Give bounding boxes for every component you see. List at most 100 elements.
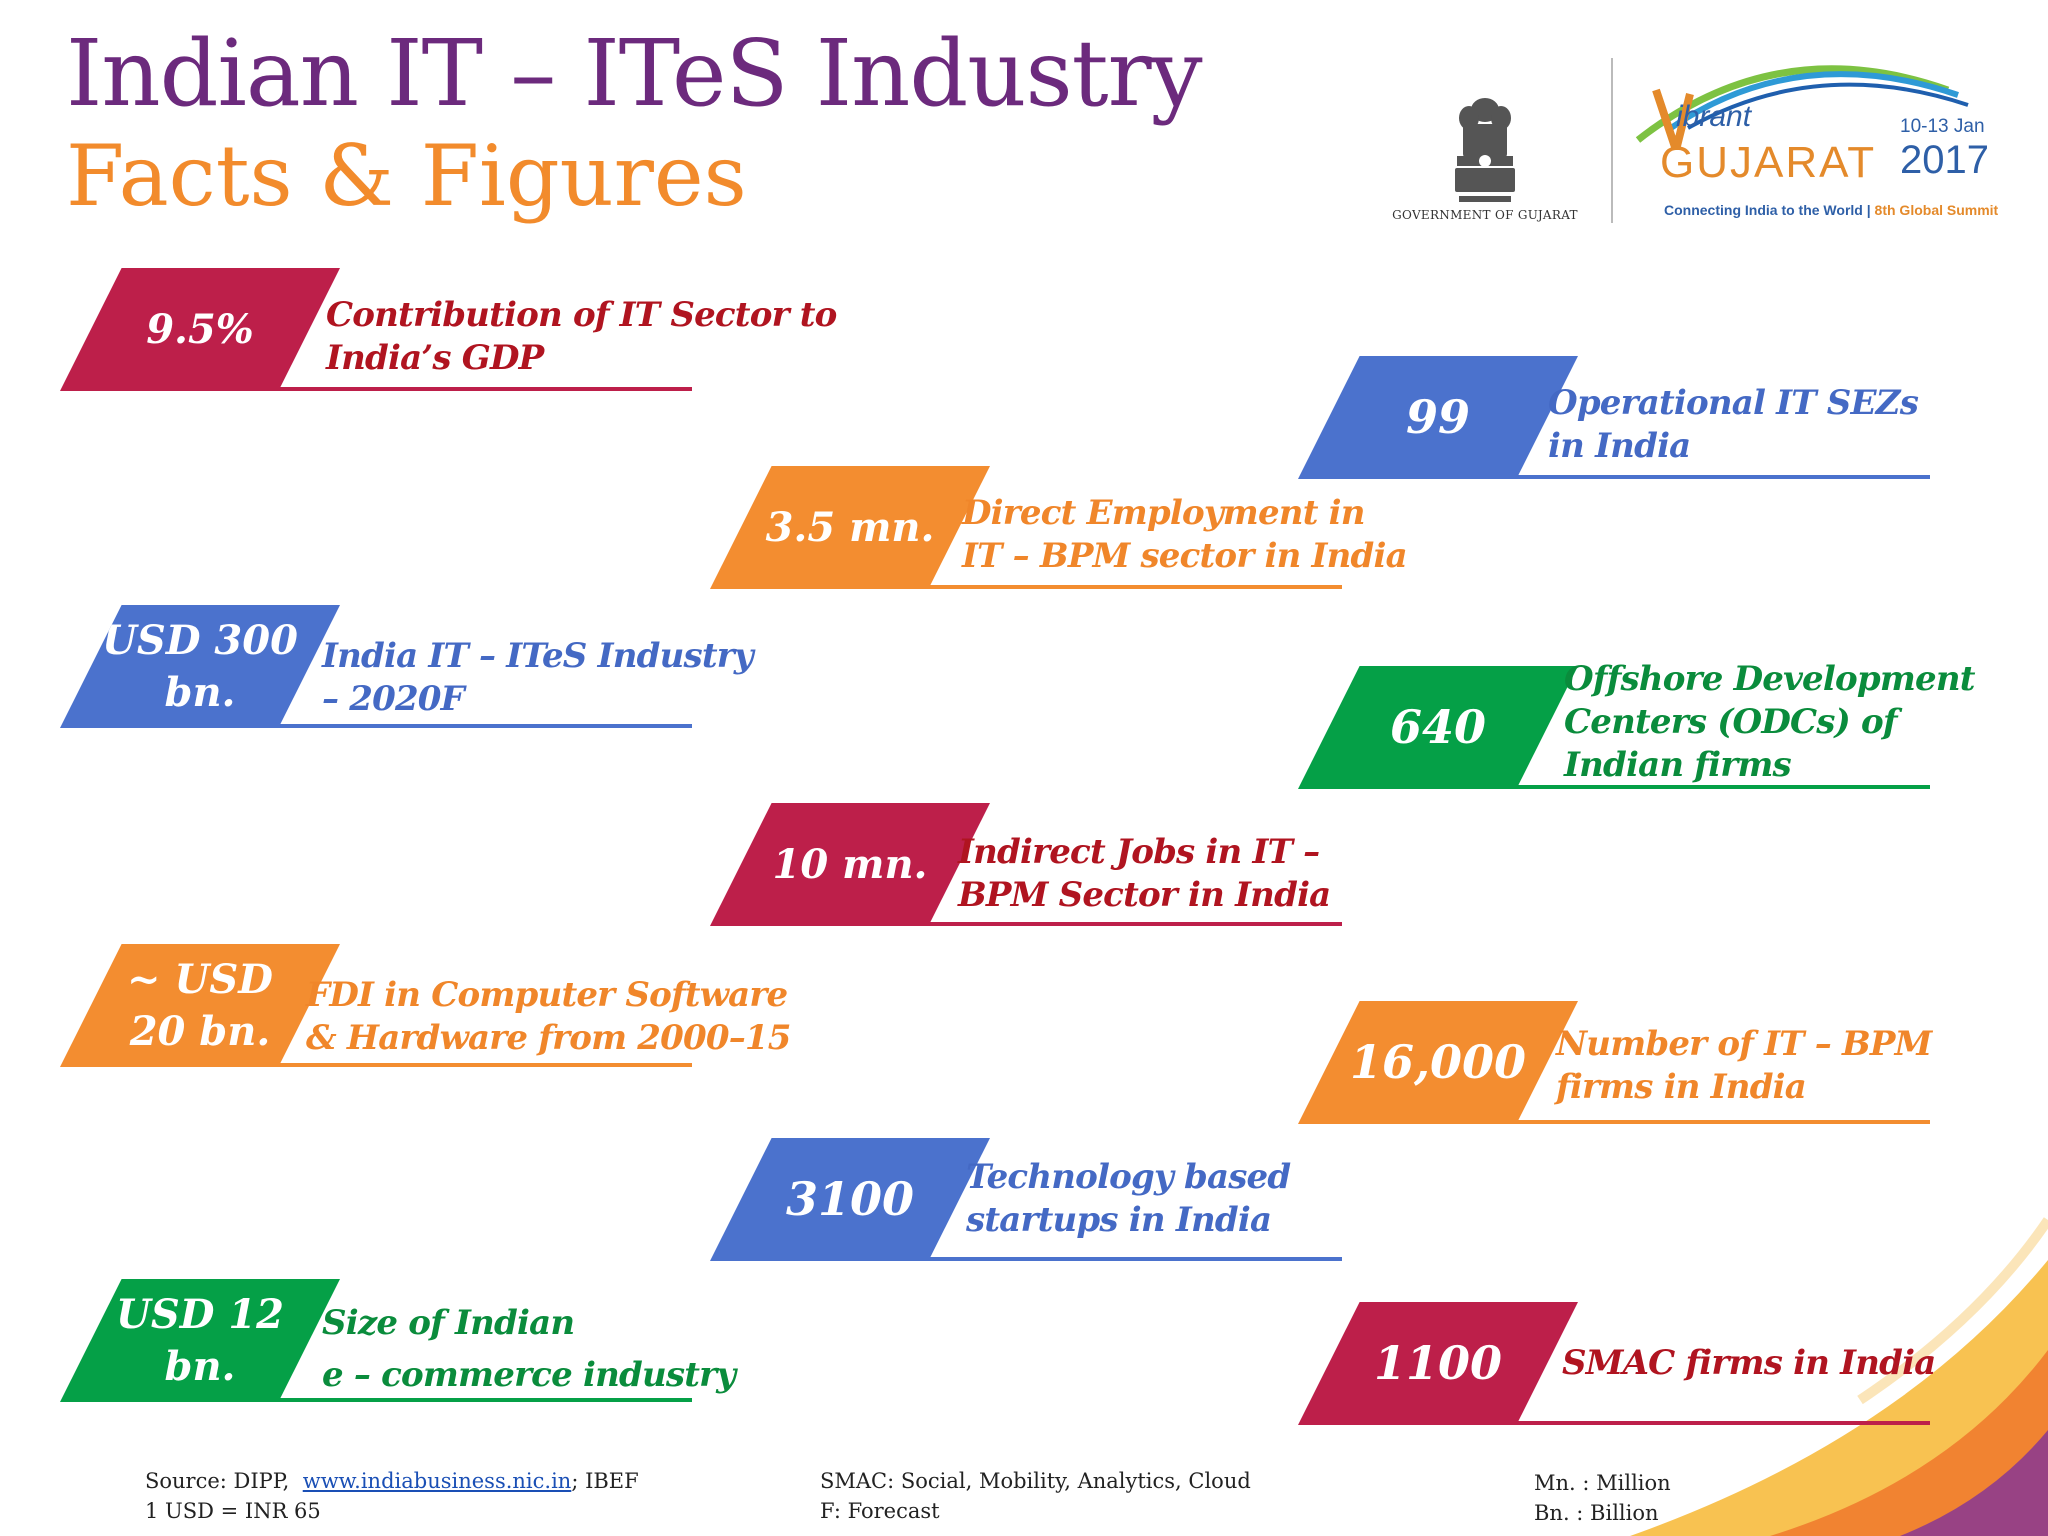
stat-underline bbox=[1516, 1120, 1930, 1124]
stat-label-line: Indian firms bbox=[1564, 745, 1792, 785]
stat-label: SMAC firms in India bbox=[1562, 1342, 1936, 1385]
stat-value: ~ USD 20 bn. bbox=[127, 955, 273, 1055]
stat-it-sezs: 99 Operational IT SEZs in India bbox=[1298, 356, 1938, 481]
stat-underline bbox=[278, 1398, 692, 1402]
stat-label-line: Contribution of IT Sector to bbox=[326, 295, 837, 335]
vibrant-wordmark: ibrant bbox=[1676, 100, 1752, 133]
stat-tech-startups: 3100 Technology based startups in India bbox=[710, 1138, 1350, 1263]
stat-label: FDI in Computer Software & Hardware from… bbox=[306, 974, 791, 1060]
stat-label-line: India IT – ITeS Industry bbox=[322, 636, 754, 676]
page-title: Indian IT – ITeS Industry bbox=[66, 20, 1203, 127]
ashoka-emblem-icon bbox=[1455, 98, 1515, 202]
source-suffix: ; IBEF bbox=[571, 1469, 639, 1493]
stat-label-line: SMAC firms in India bbox=[1562, 1343, 1936, 1383]
tagline-separator: | bbox=[1866, 202, 1875, 218]
stat-value-box: 99 bbox=[1298, 356, 1578, 479]
stat-label-line: Number of IT – BPM bbox=[1556, 1024, 1932, 1064]
stat-value-box: USD 12 bn. bbox=[60, 1279, 340, 1402]
stat-fdi: ~ USD 20 bn. FDI in Computer Software & … bbox=[60, 944, 791, 1069]
stat-label-line: & Hardware from 2000–15 bbox=[306, 1018, 791, 1058]
million-definition: Mn. : Million bbox=[1534, 1471, 1671, 1495]
stat-value-box: 3100 bbox=[710, 1138, 990, 1261]
summit-dates: 10-13 Jan bbox=[1900, 116, 1985, 137]
stat-value: USD 300 bn. bbox=[102, 616, 298, 716]
stat-value: USD 12 bn. bbox=[115, 1290, 285, 1390]
summit-year: 2017 bbox=[1900, 138, 1989, 182]
stat-label-line: Indirect Jobs in IT – bbox=[958, 832, 1320, 872]
footer-abbreviations: SMAC: Social, Mobility, Analytics, Cloud… bbox=[820, 1466, 1251, 1526]
stat-underline bbox=[928, 922, 1342, 926]
stat-underline bbox=[928, 585, 1342, 589]
stat-value-box: 3.5 mn. bbox=[710, 466, 990, 589]
source-prefix: Source: DIPP, bbox=[145, 1469, 290, 1493]
stat-value-box: USD 300 bn. bbox=[60, 605, 340, 728]
summit-tagline: Connecting India to the World | 8th Glob… bbox=[1664, 202, 1998, 218]
stat-label-line: firms in India bbox=[1556, 1067, 1807, 1107]
tagline-text: Connecting India to the World bbox=[1664, 202, 1863, 218]
stat-value: 1100 bbox=[1373, 1335, 1503, 1390]
stat-underline bbox=[278, 387, 692, 391]
footer-source-line: Source: DIPP, www.indiabusiness.nic.in; … bbox=[145, 1466, 639, 1496]
stat-label-line: FDI in Computer Software bbox=[306, 975, 788, 1015]
stat-label: Offshore Development Centers (ODCs) of I… bbox=[1564, 658, 1976, 787]
stat-label-line: Size of Indian bbox=[322, 1303, 575, 1343]
stat-value-box: 16,000 bbox=[1298, 1001, 1578, 1124]
stat-label: Contribution of IT Sector to India’s GDP bbox=[326, 294, 837, 380]
stat-value: 99 bbox=[1405, 389, 1470, 444]
stat-it-bpm-firms: 16,000 Number of IT – BPM firms in India bbox=[1298, 1001, 1938, 1126]
stat-value-box: ~ USD 20 bn. bbox=[60, 944, 340, 1067]
stat-ecommerce-size: USD 12 bn. Size of Indian e – commerce i… bbox=[60, 1279, 736, 1404]
stat-value-box: 10 mn. bbox=[710, 803, 990, 926]
stat-label-line: Offshore Development bbox=[1564, 659, 1976, 699]
stat-underline bbox=[1516, 475, 1930, 479]
stat-label-line: IT – BPM sector in India bbox=[962, 536, 1408, 576]
government-label: GOVERNMENT OF GUJARAT bbox=[1392, 208, 1578, 222]
vibrant-gujarat-swoosh-icon bbox=[1635, 65, 1969, 150]
stat-underline bbox=[1516, 1421, 1930, 1425]
stat-label: Indirect Jobs in IT – BPM Sector in Indi… bbox=[958, 831, 1331, 917]
forecast-definition: F: Forecast bbox=[820, 1499, 940, 1523]
stat-label-line: Centers (ODCs) of bbox=[1564, 702, 1897, 742]
stat-label-line: e – commerce industry bbox=[322, 1355, 736, 1395]
footer-units: Mn. : Million Bn. : Billion bbox=[1534, 1468, 1671, 1528]
smac-definition: SMAC: Social, Mobility, Analytics, Cloud bbox=[820, 1469, 1251, 1493]
stat-industry-size-2020: USD 300 bn. India IT – ITeS Industry – 2… bbox=[60, 605, 754, 730]
stat-indirect-jobs: 10 mn. Indirect Jobs in IT – BPM Sector … bbox=[710, 803, 1350, 928]
stat-value: 10 mn. bbox=[772, 840, 928, 888]
stat-label: Technology based startups in India bbox=[966, 1156, 1291, 1242]
stat-value: 640 bbox=[1389, 699, 1487, 754]
stat-value-box: 1100 bbox=[1298, 1302, 1578, 1425]
stat-label: Number of IT – BPM firms in India bbox=[1556, 1023, 1932, 1109]
stat-value-box: 640 bbox=[1298, 666, 1578, 789]
decorative-swoosh-icon bbox=[1630, 1217, 2048, 1536]
stat-label: India IT – ITeS Industry – 2020F bbox=[322, 635, 754, 721]
stat-underline bbox=[278, 724, 692, 728]
stat-gdp-contribution: 9.5% Contribution of IT Sector to India’… bbox=[60, 268, 837, 393]
stat-value: 16,000 bbox=[1349, 1034, 1527, 1089]
stat-odcs: 640 Offshore Development Centers (ODCs) … bbox=[1298, 659, 1976, 791]
stat-label: Operational IT SEZs in India bbox=[1548, 382, 1919, 468]
source-link[interactable]: www.indiabusiness.nic.in bbox=[302, 1469, 572, 1493]
page-subtitle: Facts & Figures bbox=[66, 127, 747, 225]
gujarat-wordmark: GUJARAT bbox=[1660, 138, 1877, 187]
stat-label-line: India’s GDP bbox=[326, 338, 544, 378]
footer-sources: Source: DIPP, www.indiabusiness.nic.in; … bbox=[145, 1466, 639, 1526]
stat-direct-employment: 3.5 mn. Direct Employment in IT – BPM se… bbox=[710, 466, 1408, 591]
summit-edition: 8th Global Summit bbox=[1874, 202, 1999, 218]
logo-divider bbox=[1611, 58, 1613, 223]
stat-label: Size of Indian e – commerce industry bbox=[322, 1297, 736, 1401]
stat-label: Direct Employment in IT – BPM sector in … bbox=[962, 492, 1408, 578]
stat-smac-firms: 1100 SMAC firms in India bbox=[1298, 1302, 1938, 1427]
stat-underline bbox=[278, 1063, 692, 1067]
exchange-rate-note: 1 USD = INR 65 bbox=[145, 1499, 321, 1523]
stat-underline bbox=[1516, 785, 1930, 789]
stat-value: 3.5 mn. bbox=[765, 503, 935, 551]
stat-label-line: startups in India bbox=[966, 1200, 1272, 1240]
stat-label-line: Technology based bbox=[966, 1157, 1291, 1197]
stat-value-box: 9.5% bbox=[60, 268, 340, 391]
stat-value: 9.5% bbox=[146, 305, 254, 353]
stat-label-line: Operational IT SEZs bbox=[1548, 383, 1919, 423]
stat-label-line: in India bbox=[1548, 426, 1691, 466]
stat-label-line: – 2020F bbox=[322, 679, 465, 719]
billion-definition: Bn. : Billion bbox=[1534, 1501, 1659, 1525]
